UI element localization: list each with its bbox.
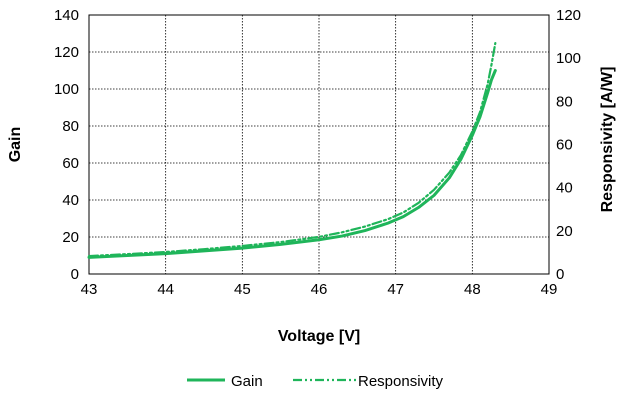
- y2-tick-label: 40: [556, 180, 573, 197]
- y-tick-label: 100: [54, 81, 79, 98]
- y2-tick-label: 100: [556, 50, 581, 67]
- legend-gain-label: Gain: [231, 373, 263, 390]
- tick-labels: 43 44 45 46 47 48 4902040608010012014002040608…: [54, 7, 581, 298]
- y-tick-label: 40: [62, 192, 79, 209]
- y-axis-title: Gain: [7, 127, 24, 163]
- plot-area-border: [88, 14, 550, 275]
- y-tick-label: 0: [71, 266, 79, 283]
- y2-tick-label: 120: [556, 7, 581, 24]
- y2-axis-title: Responsivity [A/W]: [599, 67, 616, 213]
- y-tick-label: 80: [62, 118, 79, 135]
- x-tick-label: 47: [387, 281, 404, 298]
- x-tick-label: 49: [541, 281, 558, 298]
- series-line-responsivity: [87, 41, 497, 258]
- y2-tick-label: 0: [556, 266, 564, 283]
- x-tick-label: 46: [311, 281, 328, 298]
- series-layer: [87, 41, 497, 259]
- y-tick-label: 140: [54, 7, 79, 24]
- y-tick-label: 120: [54, 44, 79, 61]
- x-axis-title: Voltage [V]: [278, 328, 360, 345]
- y2-tick-label: 20: [556, 223, 573, 240]
- legend: Gain Responsivity: [187, 373, 444, 390]
- legend-responsivity-label: Responsivity: [358, 373, 444, 390]
- x-tick-label: 45: [234, 281, 251, 298]
- y-tick-label: 20: [62, 229, 79, 246]
- x-tick-label: 48: [464, 281, 481, 298]
- series-line-gain: [87, 69, 497, 259]
- x-tick-label: 43: [81, 281, 98, 298]
- x-tick-label: 44: [157, 281, 174, 298]
- y-tick-label: 60: [62, 155, 79, 172]
- y2-tick-label: 60: [556, 137, 573, 154]
- y2-tick-label: 80: [556, 93, 573, 110]
